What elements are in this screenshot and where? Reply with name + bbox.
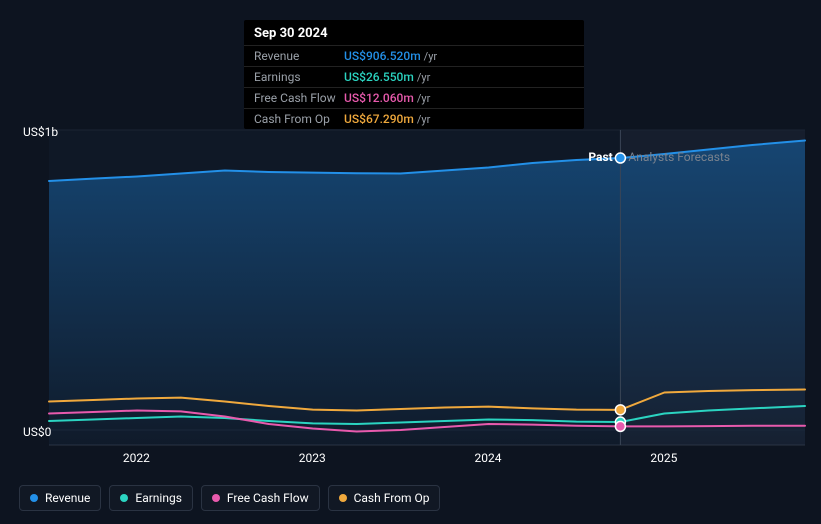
tooltip-row: RevenueUS$906.520m/yr — [244, 45, 584, 66]
legend-item[interactable]: Earnings — [109, 485, 193, 511]
legend-dot-icon — [30, 494, 38, 502]
tooltip-row: EarningsUS$26.550m/yr — [244, 66, 584, 87]
chart-tooltip: Sep 30 2024 RevenueUS$906.520m/yrEarning… — [244, 20, 584, 129]
legend-label: Revenue — [45, 491, 90, 505]
tooltip-metric-label: Revenue — [254, 49, 344, 63]
tooltip-metric-value: US$12.060m — [344, 91, 414, 105]
legend-label: Cash From Op — [354, 491, 430, 505]
tooltip-metric-label: Free Cash Flow — [254, 91, 344, 105]
legend-item[interactable]: Free Cash Flow — [201, 485, 320, 511]
financials-chart: US$1b US$0 2022 2023 2024 2025 Past Analysts… — [0, 0, 821, 524]
past-label: Past — [588, 150, 612, 164]
tooltip-metric-label: Cash From Op — [254, 112, 344, 126]
tooltip-row: Cash From OpUS$67.290m/yr — [244, 108, 584, 129]
tooltip-metric-value: US$26.550m — [344, 70, 414, 84]
tooltip-row: Free Cash FlowUS$12.060m/yr — [244, 87, 584, 108]
y-axis-label: US$0 — [23, 425, 51, 439]
tooltip-metric-unit: /yr — [424, 50, 437, 63]
x-axis-label: 2024 — [475, 451, 502, 465]
tooltip-metric-unit: /yr — [417, 71, 430, 84]
y-axis-label: US$1b — [23, 125, 58, 139]
tooltip-title: Sep 30 2024 — [244, 26, 584, 45]
legend-dot-icon — [339, 494, 347, 502]
tooltip-metric-unit: /yr — [417, 92, 430, 105]
tooltip-metric-value: US$67.290m — [344, 112, 414, 126]
legend-label: Free Cash Flow — [227, 491, 309, 505]
x-axis-label: 2023 — [299, 451, 326, 465]
forecast-label: Analysts Forecasts — [628, 150, 730, 164]
tooltip-metric-value: US$906.520m — [344, 49, 421, 63]
chart-legend: Revenue Earnings Free Cash Flow Cash From O… — [19, 485, 440, 511]
tooltip-metric-unit: /yr — [417, 113, 430, 126]
x-axis-label: 2022 — [123, 451, 150, 465]
legend-label: Earnings — [135, 491, 182, 505]
tooltip-metric-label: Earnings — [254, 70, 344, 84]
legend-item[interactable]: Cash From Op — [328, 485, 441, 511]
legend-item[interactable]: Revenue — [19, 485, 101, 511]
legend-dot-icon — [212, 494, 220, 502]
legend-dot-icon — [120, 494, 128, 502]
x-axis-label: 2025 — [650, 451, 677, 465]
